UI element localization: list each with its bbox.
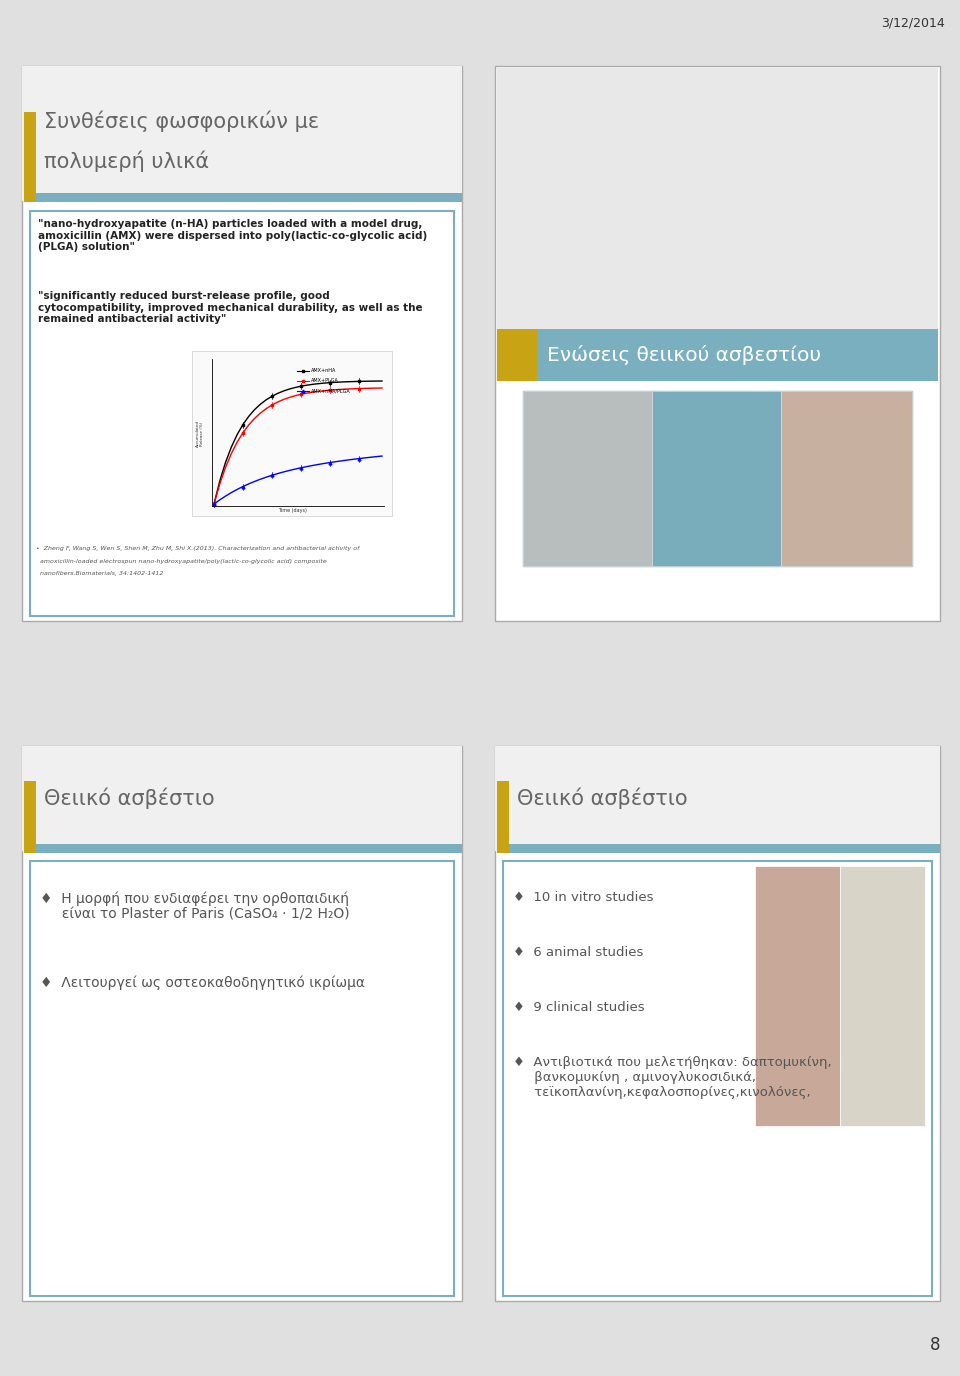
- Bar: [497, 329, 537, 381]
- Text: ♦  Λειτουργεί ως οστεοκαθοδηγητικό ικρίωμα: ♦ Λειτουργεί ως οστεοκαθοδηγητικό ικρίωμ…: [40, 976, 365, 991]
- Bar: [22, 66, 462, 201]
- Bar: [503, 861, 932, 1296]
- Text: •  Zheng F, Wang S, Wen S, Shen M, Zhu M, Shi X.(2013). Characterization and ant: • Zheng F, Wang S, Wen S, Shen M, Zhu M,…: [36, 546, 359, 550]
- Text: AMX+nHA/PLGA: AMX+nHA/PLGA: [311, 388, 350, 394]
- Bar: [495, 66, 940, 621]
- Text: ♦  6 animal studies: ♦ 6 animal studies: [513, 947, 643, 959]
- Text: "nano-hydroxyapatite (n-HA) particles loaded with a model drug,
amoxicillin (AMX: "nano-hydroxyapatite (n-HA) particles lo…: [38, 219, 427, 252]
- Text: 3/12/2014: 3/12/2014: [881, 17, 945, 29]
- Bar: [781, 391, 912, 566]
- Text: ♦  9 clinical studies: ♦ 9 clinical studies: [513, 1000, 644, 1014]
- Bar: [495, 746, 940, 1300]
- Text: Θειικό ασβέστιο: Θειικό ασβέστιο: [44, 787, 215, 809]
- Text: Accumulated
Release (%): Accumulated Release (%): [196, 420, 204, 447]
- Bar: [192, 351, 392, 516]
- Bar: [36, 843, 462, 853]
- Bar: [36, 193, 462, 202]
- Bar: [755, 866, 840, 1126]
- Text: 8: 8: [929, 1336, 940, 1354]
- Bar: [537, 329, 938, 381]
- Bar: [22, 746, 462, 850]
- Bar: [22, 746, 462, 1300]
- Bar: [497, 782, 509, 853]
- Bar: [509, 843, 940, 853]
- Bar: [24, 782, 36, 853]
- Text: AMX+nHA: AMX+nHA: [311, 369, 336, 373]
- Bar: [495, 746, 940, 850]
- Bar: [497, 67, 938, 372]
- Bar: [30, 211, 454, 616]
- Bar: [523, 391, 652, 566]
- Text: nanofibers.Biomaterials, 34:1402-1412: nanofibers.Biomaterials, 34:1402-1412: [40, 571, 163, 577]
- Bar: [22, 66, 462, 621]
- Text: AMX+PLGA: AMX+PLGA: [311, 378, 339, 384]
- Text: amoxicillin-loaded electrospun nano-hydroxyapatite/poly(lactic-co-glycolic acid): amoxicillin-loaded electrospun nano-hydr…: [40, 559, 326, 564]
- Text: "significantly reduced burst-release profile, good
cytocompatibility, improved m: "significantly reduced burst-release pro…: [38, 290, 422, 325]
- Text: Ενώσεις θειικού ασβεστίου: Ενώσεις θειικού ασβεστίου: [547, 345, 821, 365]
- Text: πολυμερή υλικά: πολυμερή υλικά: [44, 150, 209, 172]
- Bar: [840, 866, 925, 1126]
- Bar: [30, 861, 454, 1296]
- Text: ♦  Αντιβιοτικά που μελετήθηκαν: δαπτομυκίνη,
     βανκομυκίνη , αμινογλυκοσιδικά: ♦ Αντιβιοτικά που μελετήθηκαν: δαπτομυκί…: [513, 1055, 831, 1099]
- Bar: [24, 111, 36, 202]
- Text: ♦  Η μορφή που ενδιαφέρει την ορθοπαιδική
     είναι το Plaster of Paris (CaSO₄ : ♦ Η μορφή που ενδιαφέρει την ορθοπαιδική…: [40, 892, 349, 922]
- Bar: [652, 391, 781, 566]
- Text: Time (days): Time (days): [277, 508, 306, 513]
- Text: Θειικό ασβέστιο: Θειικό ασβέστιο: [517, 787, 687, 809]
- Bar: [523, 391, 912, 566]
- Text: ♦  10 in vitro studies: ♦ 10 in vitro studies: [513, 892, 654, 904]
- Text: Συνθέσεις φωσφορικών με: Συνθέσεις φωσφορικών με: [44, 110, 319, 132]
